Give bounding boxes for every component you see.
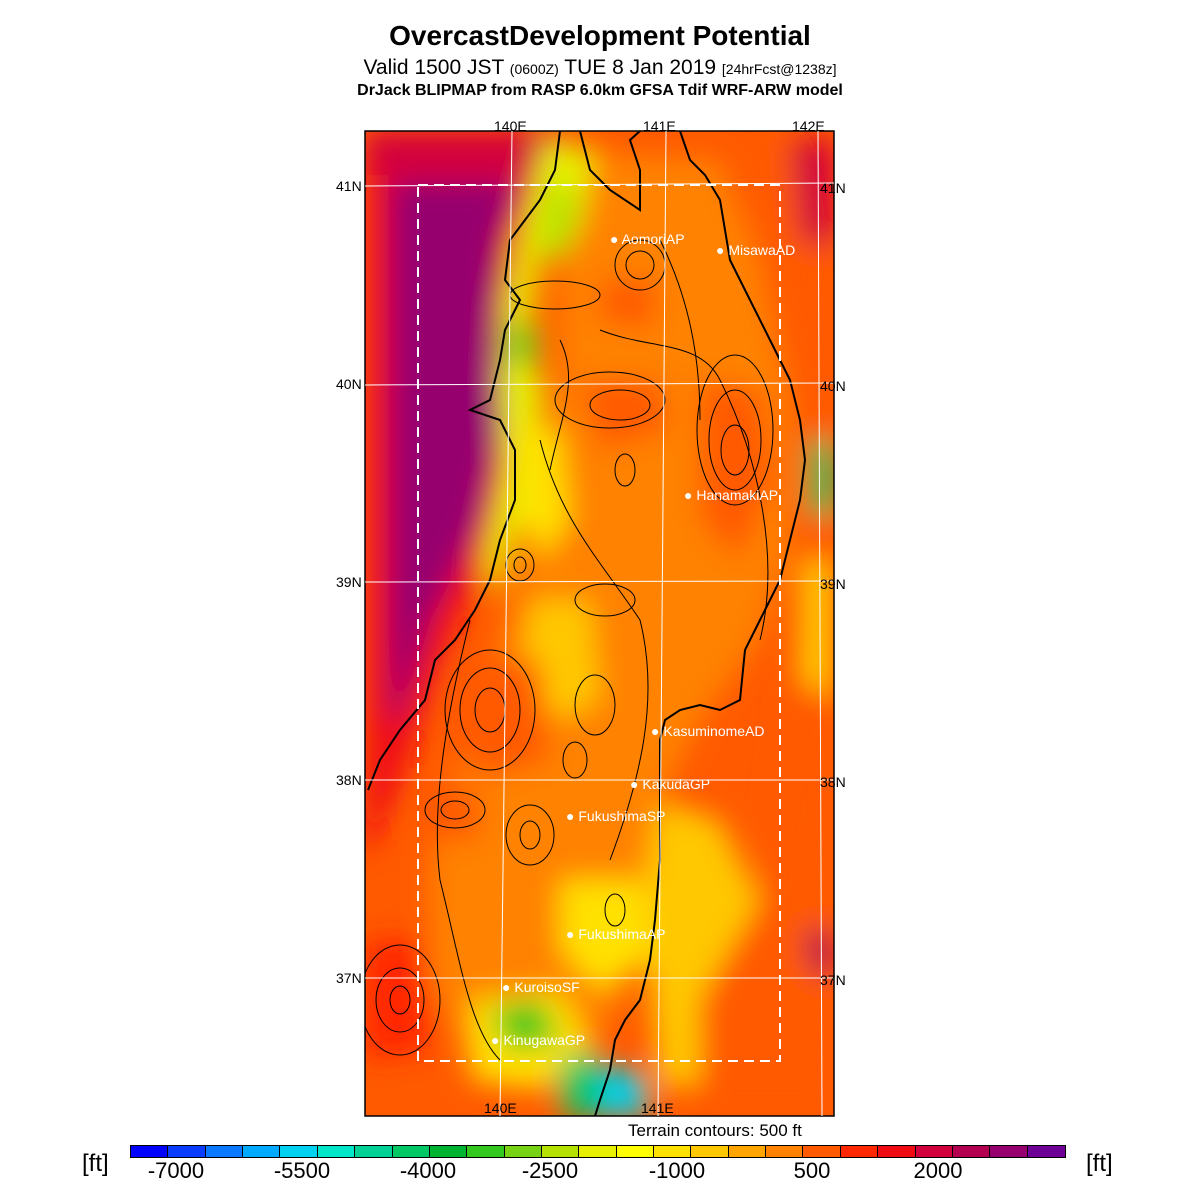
colorbar-cell bbox=[280, 1146, 318, 1157]
lon-label-top-142: 142E bbox=[792, 118, 825, 134]
colorbar-cell bbox=[243, 1146, 281, 1157]
station-label: FukushimaAP bbox=[578, 926, 666, 942]
coastline bbox=[367, 131, 807, 1116]
lat-label-right-37: 37N bbox=[820, 972, 846, 988]
station-kakuda[interactable]: ● KakudaGP bbox=[630, 776, 711, 792]
colorbar-unit-left: [ft] bbox=[82, 1150, 109, 1177]
station-kinugawa[interactable]: ● KinugawaGP bbox=[491, 1032, 586, 1048]
colorbar-cell bbox=[429, 1146, 468, 1157]
lat-label-right-40: 40N bbox=[820, 378, 846, 394]
lon-label-top-141: 141E bbox=[643, 118, 676, 134]
lat-label-right-41: 41N bbox=[820, 180, 846, 196]
station-fukushima-sp[interactable]: ● FukushimaSP bbox=[566, 808, 666, 824]
lat-label-right-39: 39N bbox=[820, 576, 846, 592]
colorbar-cell bbox=[541, 1146, 580, 1157]
station-label: KakudaGP bbox=[642, 776, 711, 792]
lat-label-left-37: 37N bbox=[336, 970, 362, 986]
colorbar-cell bbox=[952, 1146, 991, 1157]
colorbar-tick-label: -4000 bbox=[399, 1158, 457, 1183]
model-subtitle: DrJack BLIPMAP from RASP 6.0km GFSA Tdif… bbox=[357, 82, 843, 99]
colorbar-tick-label: -1000 bbox=[648, 1158, 706, 1183]
colorbar-cell bbox=[728, 1146, 767, 1157]
forecast-info: [24hrFcst@1238z] bbox=[721, 61, 837, 77]
station-aomori[interactable]: ● AomoriAP bbox=[610, 231, 685, 247]
chart-title: OvercastDevelopment Potential bbox=[389, 20, 811, 51]
station-label: KasuminomeAD bbox=[663, 723, 765, 739]
station-label: KinugawaGP bbox=[503, 1032, 586, 1048]
terrain-contour-note: Terrain contours: 500 ft bbox=[628, 1121, 802, 1140]
map-field bbox=[365, 131, 834, 1116]
lon-label-bottom-141: 141E bbox=[641, 1100, 674, 1116]
valid-time-line: Valid 1500 JST (0600Z) TUE 8 Jan 2019 [2… bbox=[0, 56, 1200, 80]
valid-zulu: (0600Z) bbox=[509, 61, 559, 77]
colorbar-cell bbox=[878, 1146, 916, 1157]
colorbar-cell bbox=[168, 1146, 206, 1157]
lat-label-left-41: 41N bbox=[336, 178, 362, 194]
colorbar-cell bbox=[392, 1146, 430, 1157]
inner-domain-box bbox=[417, 184, 781, 1062]
map-frame bbox=[364, 130, 835, 1117]
colorbar-cell bbox=[205, 1146, 244, 1157]
colorbar-cell bbox=[840, 1146, 879, 1157]
station-kasuminome[interactable]: ● KasuminomeAD bbox=[651, 723, 765, 739]
colorbar-tick-label: 500 bbox=[793, 1158, 831, 1183]
colorbar-cell bbox=[467, 1146, 505, 1157]
colorbar-tick-label: -2500 bbox=[521, 1158, 579, 1183]
colorbar-cell bbox=[1027, 1146, 1065, 1157]
station-hanamaki[interactable]: ● HanamakiAP bbox=[684, 487, 779, 503]
station-kuroiso[interactable]: ● KuroisoSF bbox=[502, 979, 580, 995]
station-label: FukushimaSP bbox=[578, 808, 666, 824]
lon-label-top-140: 140E bbox=[494, 118, 527, 134]
colorbar-cell bbox=[803, 1146, 841, 1157]
colorbar-cell bbox=[504, 1146, 542, 1157]
colorbar-cell bbox=[616, 1146, 655, 1157]
lat-label-left-39: 39N bbox=[336, 574, 362, 590]
colorbar-cell bbox=[654, 1146, 692, 1157]
station-label: KuroisoSF bbox=[514, 979, 580, 995]
station-label: AomoriAP bbox=[621, 231, 685, 247]
colorbar-tick-label: -7000 bbox=[147, 1158, 205, 1183]
colorbar-cell bbox=[915, 1146, 953, 1157]
colorbar-cell bbox=[990, 1146, 1028, 1157]
station-label: MisawaAD bbox=[728, 242, 796, 258]
valid-date: TUE 8 Jan 2019 bbox=[564, 56, 717, 79]
colorbar-cell bbox=[355, 1146, 393, 1157]
colorbar-cell bbox=[317, 1146, 356, 1157]
colorbar-cell bbox=[131, 1146, 169, 1157]
station-misawa[interactable]: ● MisawaAD bbox=[716, 242, 796, 258]
colorbar bbox=[130, 1145, 1066, 1158]
colorbar-cell bbox=[691, 1146, 729, 1157]
station-fukushima-ap[interactable]: ● FukushimaAP bbox=[566, 926, 666, 942]
colorbar-cell bbox=[766, 1146, 804, 1157]
terrain-contours bbox=[365, 239, 774, 1061]
colorbar-tick-label: 2000 bbox=[913, 1158, 963, 1183]
lon-label-bottom-140: 140E bbox=[484, 1100, 517, 1116]
colorbar-tick-label: -5500 bbox=[273, 1158, 331, 1183]
lat-label-left-40: 40N bbox=[336, 376, 362, 392]
lat-label-left-38: 38N bbox=[336, 772, 362, 788]
station-label: HanamakiAP bbox=[696, 487, 779, 503]
colorbar-cell bbox=[579, 1146, 617, 1157]
potential-field bbox=[365, 131, 834, 1116]
valid-prefix: Valid 1500 JST bbox=[363, 56, 504, 79]
lat-label-right-38: 38N bbox=[820, 774, 846, 790]
colorbar-unit-right: [ft] bbox=[1086, 1150, 1113, 1177]
